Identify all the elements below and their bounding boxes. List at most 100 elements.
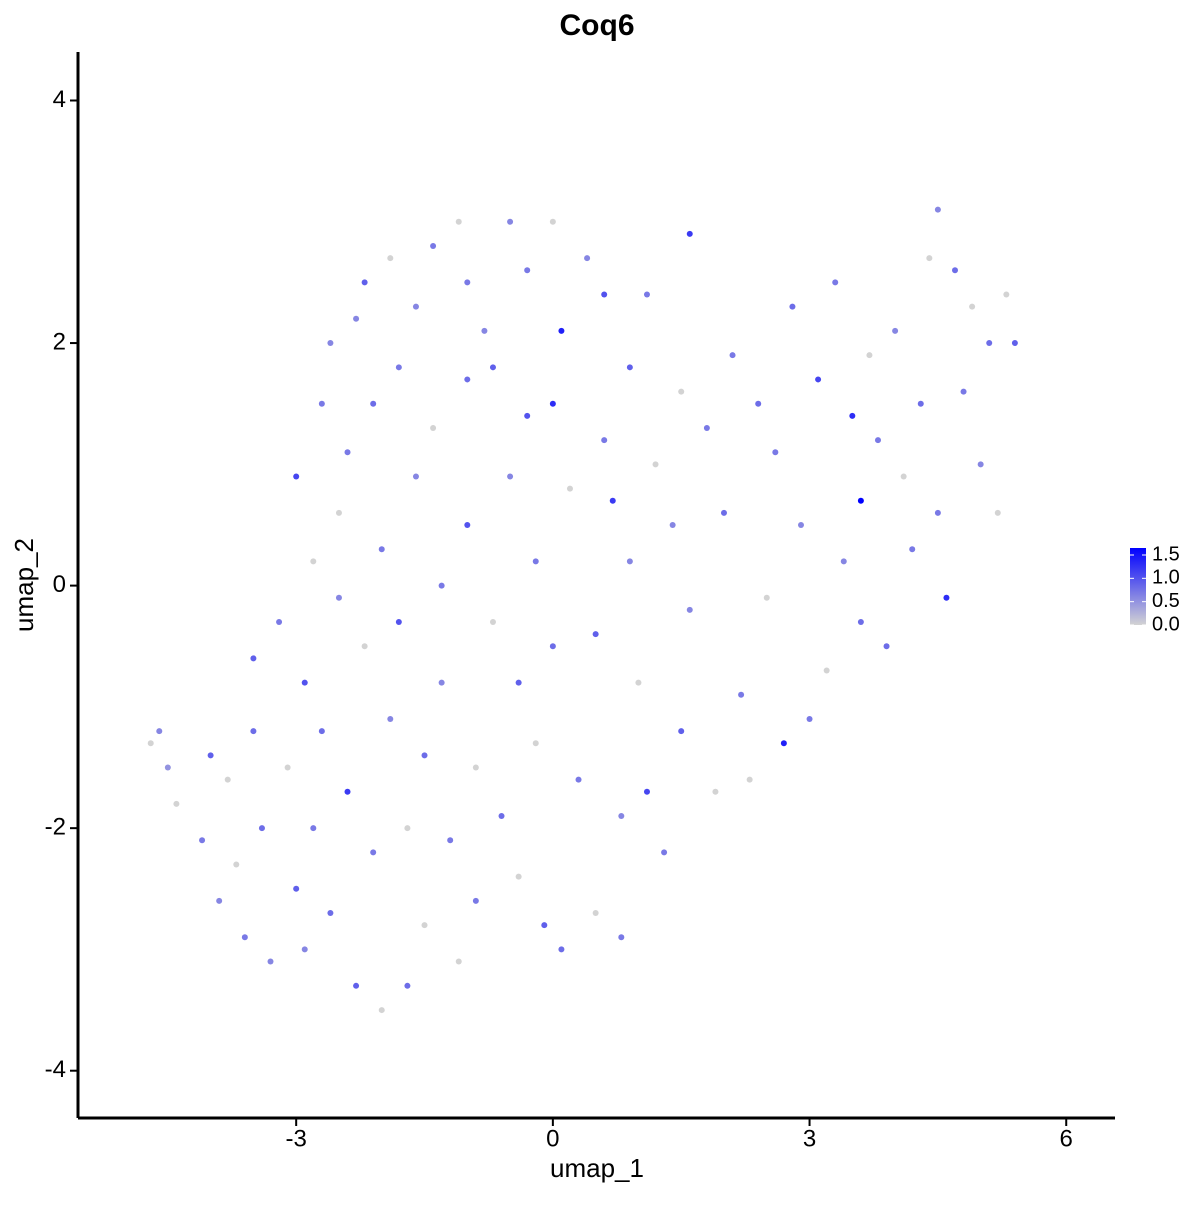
point	[370, 849, 377, 856]
point	[977, 461, 984, 468]
point	[301, 679, 308, 686]
point	[156, 728, 163, 735]
point	[378, 546, 385, 553]
point	[515, 873, 522, 880]
point	[301, 946, 308, 953]
point	[652, 461, 659, 468]
point	[421, 922, 428, 929]
point	[224, 776, 231, 783]
point	[421, 752, 428, 759]
x-tick-label: -3	[286, 1125, 307, 1152]
point	[917, 400, 924, 407]
point	[900, 473, 907, 480]
point	[549, 400, 556, 407]
point	[387, 255, 394, 262]
point	[909, 546, 916, 553]
point	[361, 279, 368, 286]
point	[874, 437, 881, 444]
point	[892, 327, 899, 334]
point	[147, 740, 154, 747]
point	[310, 825, 317, 832]
point	[404, 825, 411, 832]
point	[994, 509, 1001, 516]
y-tick-label: -4	[45, 1056, 66, 1083]
point	[507, 218, 514, 225]
point	[541, 922, 548, 929]
point	[720, 509, 727, 516]
point	[507, 473, 514, 480]
point	[840, 558, 847, 565]
point	[780, 740, 787, 747]
point	[763, 594, 770, 601]
point	[601, 437, 608, 444]
point	[626, 558, 633, 565]
point	[464, 376, 471, 383]
y-tick-label: 4	[53, 86, 66, 113]
point	[592, 910, 599, 917]
point	[558, 946, 565, 953]
point	[173, 800, 180, 807]
point	[755, 400, 762, 407]
point	[361, 643, 368, 650]
x-tick-label: 3	[803, 1125, 816, 1152]
point	[643, 788, 650, 795]
point	[447, 837, 454, 844]
point	[960, 388, 967, 395]
point	[532, 558, 539, 565]
x-tick-label: 6	[1060, 1125, 1073, 1152]
point	[823, 667, 830, 674]
point	[489, 364, 496, 371]
point	[952, 267, 959, 274]
point	[258, 825, 265, 832]
point	[712, 788, 719, 795]
point	[430, 243, 437, 250]
point	[438, 679, 445, 686]
point	[472, 764, 479, 771]
point	[293, 885, 300, 892]
point	[276, 618, 283, 625]
y-tick-label: 2	[53, 328, 66, 355]
point	[464, 279, 471, 286]
chart-title: Coq6	[560, 9, 635, 42]
point	[395, 618, 402, 625]
point	[199, 837, 206, 844]
point	[618, 934, 625, 941]
point	[344, 788, 351, 795]
point	[986, 340, 993, 347]
point	[489, 618, 496, 625]
colorbar-tick-label: 1.0	[1152, 567, 1180, 589]
point	[318, 400, 325, 407]
point	[601, 291, 608, 298]
point	[284, 764, 291, 771]
point	[857, 497, 864, 504]
point	[943, 594, 950, 601]
y-tick-label: -2	[45, 813, 66, 840]
colorbar	[1130, 548, 1146, 625]
point	[370, 400, 377, 407]
point	[472, 897, 479, 904]
point	[618, 813, 625, 820]
point	[738, 691, 745, 698]
point	[498, 813, 505, 820]
x-tick-label: 0	[546, 1125, 559, 1152]
point	[661, 849, 668, 856]
point	[378, 1007, 385, 1014]
point	[678, 728, 685, 735]
point	[934, 509, 941, 516]
colorbar-tick-label: 1.5	[1152, 543, 1180, 565]
colorbar-tick-label: 0.5	[1152, 590, 1180, 612]
point	[335, 594, 342, 601]
point	[575, 776, 582, 783]
point	[404, 982, 411, 989]
point	[1003, 291, 1010, 298]
point	[395, 364, 402, 371]
point	[233, 861, 240, 868]
point	[566, 485, 573, 492]
point	[549, 218, 556, 225]
point	[926, 255, 933, 262]
point	[267, 958, 274, 965]
point	[438, 582, 445, 589]
point	[515, 679, 522, 686]
point	[1011, 340, 1018, 347]
